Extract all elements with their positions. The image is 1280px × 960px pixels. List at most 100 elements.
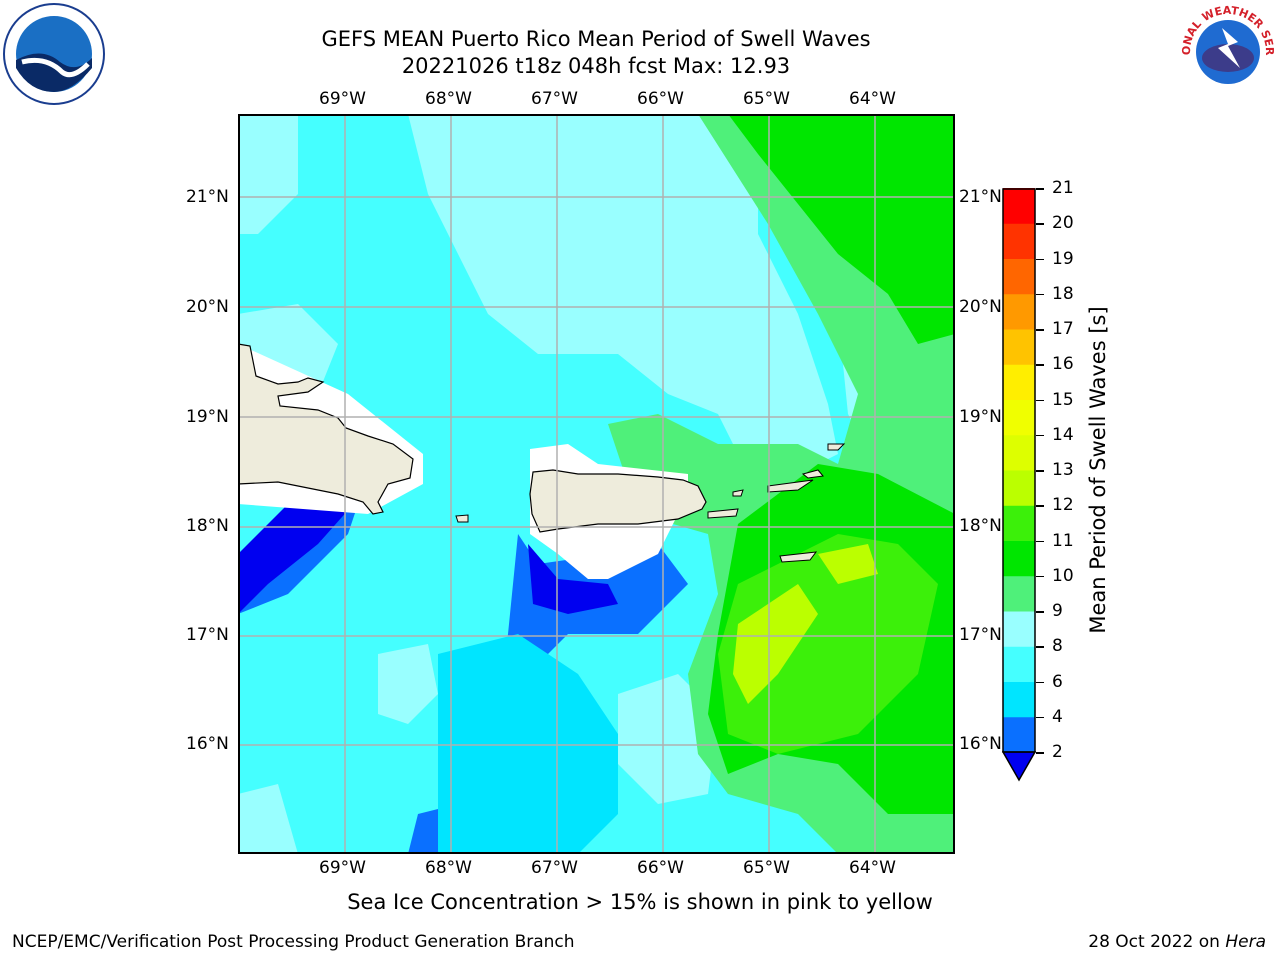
lat-label-right: 16°N [959, 734, 1002, 754]
colorbar-segment [1003, 716, 1035, 753]
contour-8-9-nw [238, 114, 298, 234]
plot-title-line1: GEFS MEAN Puerto Rico Mean Period of Swe… [321, 27, 871, 51]
map-gridlines [238, 114, 955, 854]
lon-label-bottom: 68°W [425, 858, 472, 878]
colorbar-segment [1003, 681, 1035, 718]
colorbar-tick-label: 4 [1052, 706, 1063, 727]
colorbar-segment [1003, 540, 1035, 577]
colorbar-tick-mark [1036, 188, 1044, 190]
map-panel [237, 114, 955, 854]
colorbar-tick-mark [1036, 434, 1044, 437]
lat-label-left: 21°N [186, 187, 229, 207]
colorbar-tick-label: 6 [1052, 671, 1063, 692]
land-virgin-islands [767, 479, 814, 493]
contour-12-13-south [733, 584, 818, 704]
colorbar-segment [1003, 434, 1035, 471]
sea-ice-caption: Sea Ice Concentration > 15% is shown in … [347, 890, 933, 914]
colorbar-label: Mean Period of Swell Waves [s] [1086, 306, 1110, 634]
contour-8-9-sw [238, 784, 298, 854]
colorbar-tick-mark [1036, 752, 1044, 754]
lat-label-right: 21°N [959, 187, 1002, 207]
lon-label-top: 67°W [531, 89, 578, 109]
colorbar-tick-label: 17 [1052, 319, 1074, 339]
lon-label-bottom: 65°W [743, 858, 790, 878]
lon-label-top: 66°W [637, 89, 684, 109]
colorbar-tick-label: 12 [1052, 495, 1074, 516]
colorbar-segment [1003, 611, 1035, 647]
colorbar-segment [1003, 505, 1035, 541]
land-anegada [827, 443, 846, 451]
colorbar-tick-mark [1036, 293, 1044, 296]
lat-label-right: 19°N [959, 407, 1002, 427]
plot-title-line2: 20221026 t18z 048h fcst Max: 12.93 [401, 54, 791, 78]
colorbar-tick-label: 18 [1052, 283, 1074, 304]
map-svg [237, 114, 955, 854]
lon-label-top: 68°W [425, 89, 472, 109]
contour-8-9-north [408, 114, 838, 474]
map-border [238, 114, 955, 854]
colorbar-segment [1003, 364, 1035, 400]
colorbar-tick-label: 2 [1052, 742, 1063, 762]
land-puerto-rico [529, 469, 707, 533]
colorbar-segment [1003, 258, 1035, 295]
colorbar-tick-mark [1036, 681, 1044, 683]
contour-11-12 [718, 534, 938, 754]
lon-label-top: 65°W [743, 89, 790, 109]
lat-label-right: 18°N [959, 516, 1002, 536]
colorbar-segment [1003, 329, 1035, 365]
colorbar-tick-label: 19 [1052, 248, 1074, 269]
colorbar-segment [1003, 646, 1035, 682]
lon-label-bottom: 64°W [849, 858, 896, 878]
colorbar-tick-label: 15 [1052, 389, 1074, 410]
colorbar-segment [1003, 470, 1035, 506]
footer-date-text: 28 Oct 2022 on [1088, 932, 1226, 952]
lat-label-left: 20°N [186, 297, 229, 317]
land-hispaniola [237, 343, 414, 515]
footer-date: 28 Oct 2022 on Hera [1088, 932, 1266, 952]
land-st-croix [779, 551, 818, 563]
colorbar-tick-label: 11 [1052, 530, 1074, 551]
nws-logo: NATIONAL WEATHER SERVICE [1173, 0, 1278, 102]
colorbar-tick-mark [1036, 611, 1044, 613]
contour-10-11-north [728, 114, 955, 344]
land-vieques [707, 508, 739, 519]
contour-12-13-east [818, 544, 878, 584]
lon-label-top: 69°W [319, 89, 366, 109]
colorbar-tick-mark [1036, 223, 1044, 225]
noaa-logo [2, 2, 106, 106]
colorbar-tick-label: 21 [1052, 178, 1074, 198]
lon-label-bottom: 66°W [637, 858, 684, 878]
lat-label-left: 17°N [186, 625, 229, 645]
contour-4-6-south [438, 634, 618, 854]
colorbar-tick-label: 10 [1052, 565, 1074, 586]
contour-8-9-south-patch [378, 644, 438, 724]
colorbar-tick-mark [1036, 470, 1044, 472]
colorbar-segment [1003, 293, 1035, 330]
colorbar-under-arrow [1001, 751, 1037, 782]
land-culebra [732, 489, 744, 497]
colorbar-tick-label: 9 [1052, 601, 1063, 621]
colorbar-tick-mark [1036, 258, 1044, 260]
colorbar-tick-label: 20 [1052, 213, 1074, 234]
colorbar-tick-mark [1036, 505, 1044, 507]
colorbar-tick-mark [1036, 646, 1044, 648]
contour-below-2-south-pr [528, 544, 618, 614]
colorbar-tick-mark [1036, 575, 1044, 578]
colorbar-tick-mark [1036, 364, 1044, 366]
lat-label-right: 17°N [959, 625, 1002, 645]
lat-label-left: 16°N [186, 734, 229, 754]
lat-label-left: 19°N [186, 407, 229, 427]
lon-label-bottom: 67°W [531, 858, 578, 878]
colorbar-segment [1003, 188, 1035, 224]
lat-label-right: 20°N [959, 297, 1002, 317]
lat-label-left: 18°N [186, 516, 229, 536]
lon-label-top: 64°W [849, 89, 896, 109]
colorbar-tick-mark [1036, 540, 1044, 542]
colorbar-tick-mark [1036, 399, 1044, 401]
footer-host: Hera [1225, 932, 1266, 952]
colorbar-segment [1003, 399, 1035, 436]
colorbar-tick-label: 16 [1052, 354, 1074, 375]
colorbar-segment [1003, 223, 1035, 259]
land-tortola [801, 469, 824, 479]
colorbar-ticks: 21 20 19 18 17 16 15 14 13 12 11 10 9 8 6 4 2 [1036, 178, 1090, 762]
